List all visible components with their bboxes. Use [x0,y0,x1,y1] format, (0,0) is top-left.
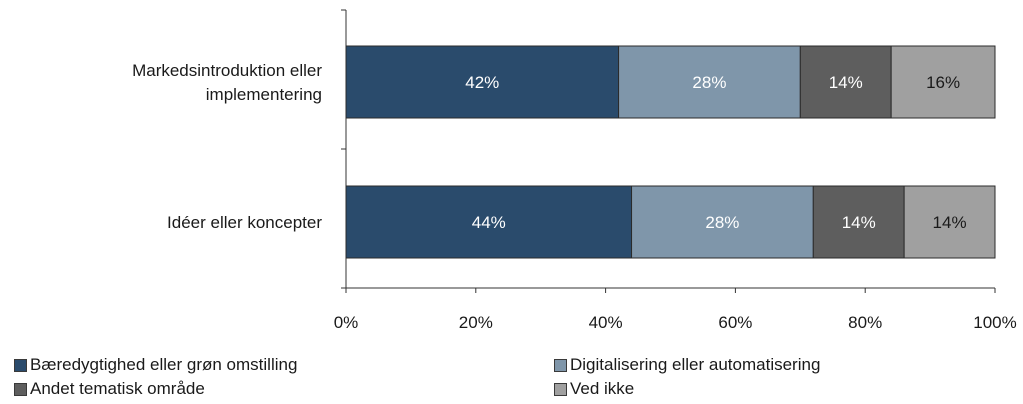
bar-segment [799,45,892,119]
data-label: 44% [472,213,506,232]
category-label: implementering [206,85,322,104]
bar-segment [345,185,633,259]
category-label: Markedsintroduktion eller [132,61,322,80]
x-tick-label: 40% [589,313,623,332]
legend-item-andet: Andet tematisk område [14,379,205,399]
data-label: 14% [933,213,967,232]
bar-segment [903,185,996,259]
legend-swatch-ved-ikke [554,382,567,396]
legend-swatch-digitalisering [554,358,567,372]
legend-item-baeredygtighed: Bæredygtighed eller grøn omstilling [14,355,297,375]
x-tick-label: 80% [848,313,882,332]
data-label: 16% [926,73,960,92]
legend-swatch-baeredygtighed [14,358,27,372]
data-label: 28% [705,213,739,232]
bar-segment [890,45,996,119]
bar-segment [345,45,620,119]
bar-segment [812,185,905,259]
x-tick-label: 0% [334,313,359,332]
bar-segment [618,45,801,119]
legend-label-digitalisering: Digitalisering eller automatisering [570,355,821,374]
legend-label-andet: Andet tematisk område [30,379,205,398]
data-label: 14% [842,213,876,232]
bar-segment [631,185,814,259]
legend-item-ved-ikke: Ved ikke [554,379,634,399]
legend-swatch-andet [14,382,27,396]
legend-item-digitalisering: Digitalisering eller automatisering [554,355,820,375]
legend-label-baeredygtighed: Bæredygtighed eller grøn omstilling [30,355,298,374]
x-tick-label: 20% [459,313,493,332]
legend-label-ved-ikke: Ved ikke [570,379,635,398]
category-label: Idéer eller koncepter [167,213,322,232]
x-tick-label: 60% [718,313,752,332]
data-label: 14% [829,73,863,92]
x-tick-label: 100% [973,313,1016,332]
data-label: 28% [692,73,726,92]
data-label: 42% [465,73,499,92]
